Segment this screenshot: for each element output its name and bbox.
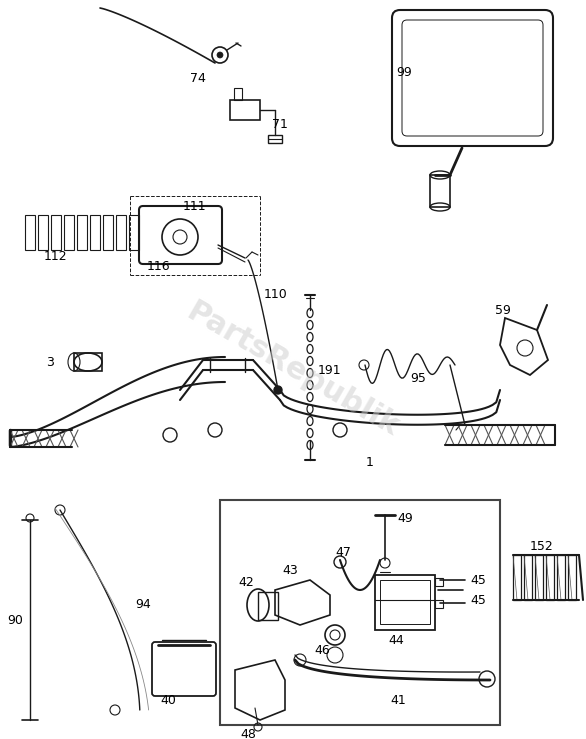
Text: 116: 116	[146, 261, 170, 273]
Bar	[129, 215, 139, 250]
Text: 49: 49	[397, 511, 413, 525]
Bar	[258, 592, 278, 620]
Text: 90: 90	[7, 613, 23, 627]
Text: 40: 40	[160, 693, 176, 706]
Text: 59: 59	[495, 304, 511, 318]
Text: 99: 99	[396, 66, 412, 78]
Text: 43: 43	[282, 564, 298, 576]
Bar	[116, 215, 126, 250]
Text: 46: 46	[314, 644, 330, 656]
Text: 152: 152	[530, 540, 554, 554]
Text: 1: 1	[366, 455, 374, 469]
Bar	[64, 215, 74, 250]
Bar	[375, 575, 435, 630]
Text: 41: 41	[390, 693, 406, 706]
Text: 94: 94	[135, 599, 151, 611]
Text: 71: 71	[272, 118, 288, 132]
Bar	[74, 353, 102, 371]
Text: 74: 74	[190, 72, 206, 84]
Text: 112: 112	[43, 251, 67, 264]
Bar	[513, 555, 521, 600]
Text: 45: 45	[470, 573, 486, 587]
Text: 47: 47	[335, 547, 351, 559]
Bar	[77, 215, 87, 250]
Bar	[51, 215, 61, 250]
Bar	[234, 88, 242, 100]
Text: PartsRepublik: PartsRepublik	[182, 297, 404, 443]
Bar	[380, 580, 430, 624]
Bar	[568, 555, 576, 600]
Bar	[103, 215, 113, 250]
Bar	[268, 135, 282, 143]
Bar	[220, 500, 500, 725]
Bar	[90, 215, 100, 250]
Text: 42: 42	[238, 576, 254, 588]
Text: 3: 3	[46, 355, 54, 369]
Text: 95: 95	[410, 372, 426, 384]
Bar	[524, 555, 532, 600]
Bar	[557, 555, 565, 600]
Bar	[230, 100, 260, 120]
Text: 111: 111	[182, 200, 206, 214]
Bar	[435, 578, 443, 586]
Text: 44: 44	[388, 633, 404, 647]
Text: 48: 48	[240, 729, 256, 739]
Text: 110: 110	[264, 288, 288, 302]
Circle shape	[274, 386, 282, 394]
Bar	[435, 600, 443, 608]
Bar	[25, 215, 35, 250]
Text: 191: 191	[318, 364, 342, 376]
Text: 45: 45	[470, 594, 486, 607]
Bar	[430, 175, 450, 207]
Bar	[535, 555, 543, 600]
Bar	[38, 215, 48, 250]
Circle shape	[217, 52, 223, 58]
Bar	[546, 555, 554, 600]
